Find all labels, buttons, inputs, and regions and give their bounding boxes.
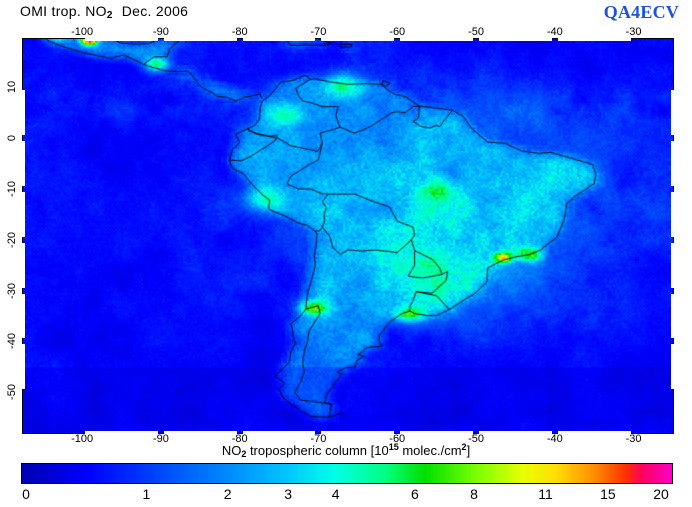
- lon-tick-label-top: -40: [546, 26, 563, 38]
- no2-column-heatmap: [23, 39, 673, 433]
- lon-tick-label-bottom: -30: [625, 433, 642, 445]
- lat-tick-label: -40: [6, 333, 18, 350]
- lon-tick-label-bottom: -100: [71, 433, 94, 445]
- cb-no: NO: [221, 443, 242, 458]
- lat-tick-label: -10: [6, 181, 18, 197]
- figure-title: OMI trop. NO2 Dec. 2006: [20, 3, 189, 21]
- cb-no-sub: 2: [241, 449, 247, 459]
- cb-exp: 15: [388, 442, 399, 452]
- lon-tick-label-top: -90: [152, 26, 169, 38]
- colorbar-tick-label: 11: [538, 486, 553, 502]
- lon-tick-label-bottom: -50: [468, 433, 484, 445]
- lat-tick-label: 10: [6, 81, 18, 94]
- colorbar-tick-label: 20: [653, 486, 669, 502]
- colorbar: [21, 463, 673, 484]
- cb-tail: molec./cm: [398, 443, 462, 458]
- lon-tick-label-top: -80: [231, 26, 248, 38]
- lon-tick-label-bottom: -90: [152, 433, 169, 445]
- colorbar-tick-label: 1: [142, 486, 151, 502]
- map-panel: [22, 38, 674, 434]
- cb-end: ]: [466, 443, 471, 458]
- cb-exp2: 2: [461, 442, 467, 452]
- colorbar-tick-label: 0: [22, 486, 30, 502]
- colorbar-tick-label: 6: [410, 486, 419, 502]
- colorbar-tick-label: 3: [284, 486, 293, 502]
- lat-tick-label: -30: [6, 282, 18, 299]
- lon-tick-label-top: -100: [71, 26, 94, 38]
- colorbar-gradient: [22, 464, 672, 483]
- colorbar-title: NO2 tropospheric column [1015 molec./cm2…: [221, 442, 471, 459]
- lon-tick-label-top: -50: [468, 26, 484, 38]
- lon-tick-label-top: -70: [310, 26, 327, 38]
- cb-mid: tropospheric column [10: [246, 443, 389, 458]
- title-subscript: 2: [106, 10, 113, 21]
- lon-tick-label-bottom: -40: [546, 433, 563, 445]
- lat-tick-label: 0: [6, 135, 18, 142]
- lat-tick-label: -50: [6, 384, 18, 401]
- colorbar-tick-label: 15: [600, 486, 616, 502]
- lon-tick-label-top: -30: [625, 26, 642, 38]
- lon-tick-label-top: -60: [389, 26, 406, 38]
- colorbar-tick-label: 8: [470, 486, 478, 502]
- colorbar-tick-label: 4: [331, 486, 340, 502]
- lat-tick-label: -20: [6, 231, 18, 248]
- qa4ecv-logo: QA4ECV: [603, 2, 679, 22]
- title-period: Dec. 2006: [121, 3, 189, 19]
- colorbar-tick-label: 2: [223, 486, 232, 502]
- title-instrument: OMI trop. NO: [20, 3, 107, 19]
